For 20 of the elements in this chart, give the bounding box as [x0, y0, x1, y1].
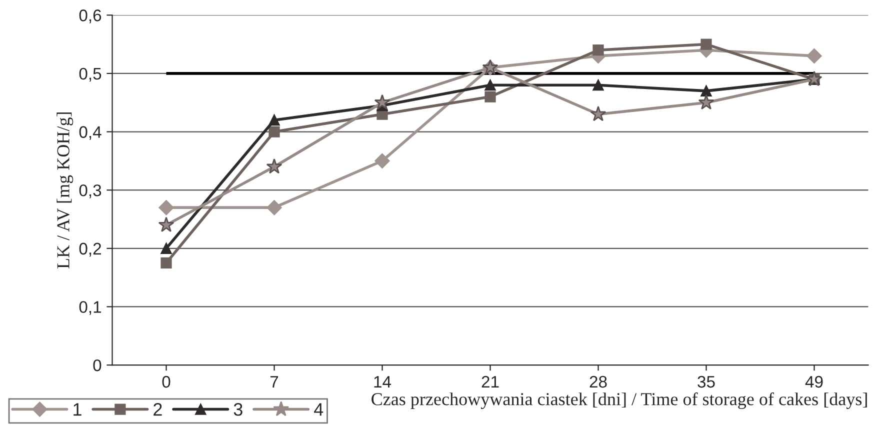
legend-label: 3	[234, 403, 242, 416]
y-axis-title: LK / AV [mg KOH/g]	[56, 112, 74, 268]
x-axis-title: Czas przechowywania ciastek [dni] / Time of storage of cakes [days]	[372, 392, 867, 409]
y-tick-label: 0,4	[79, 126, 102, 140]
y-tick-label: 0,1	[79, 301, 102, 315]
x-tick-label: 28	[590, 376, 607, 388]
y-tick-label: 0,5	[79, 68, 102, 82]
y-tick-label: 0	[93, 359, 102, 372]
x-tick-label: 49	[805, 376, 823, 388]
x-tick-label: 14	[374, 376, 392, 388]
y-tick-label: 0,6	[79, 10, 102, 24]
legend-label: 2	[154, 403, 162, 416]
y-tick-label: 0,3	[79, 184, 102, 198]
x-tick-label: 35	[698, 376, 715, 388]
x-tick-label: 0	[162, 376, 170, 388]
x-tick-label: 7	[270, 376, 278, 388]
y-tick-label: 0,2	[79, 242, 102, 257]
legend-label: 4	[314, 403, 324, 416]
x-tick-label: 21	[482, 376, 499, 388]
legend-label: 1	[74, 403, 82, 416]
